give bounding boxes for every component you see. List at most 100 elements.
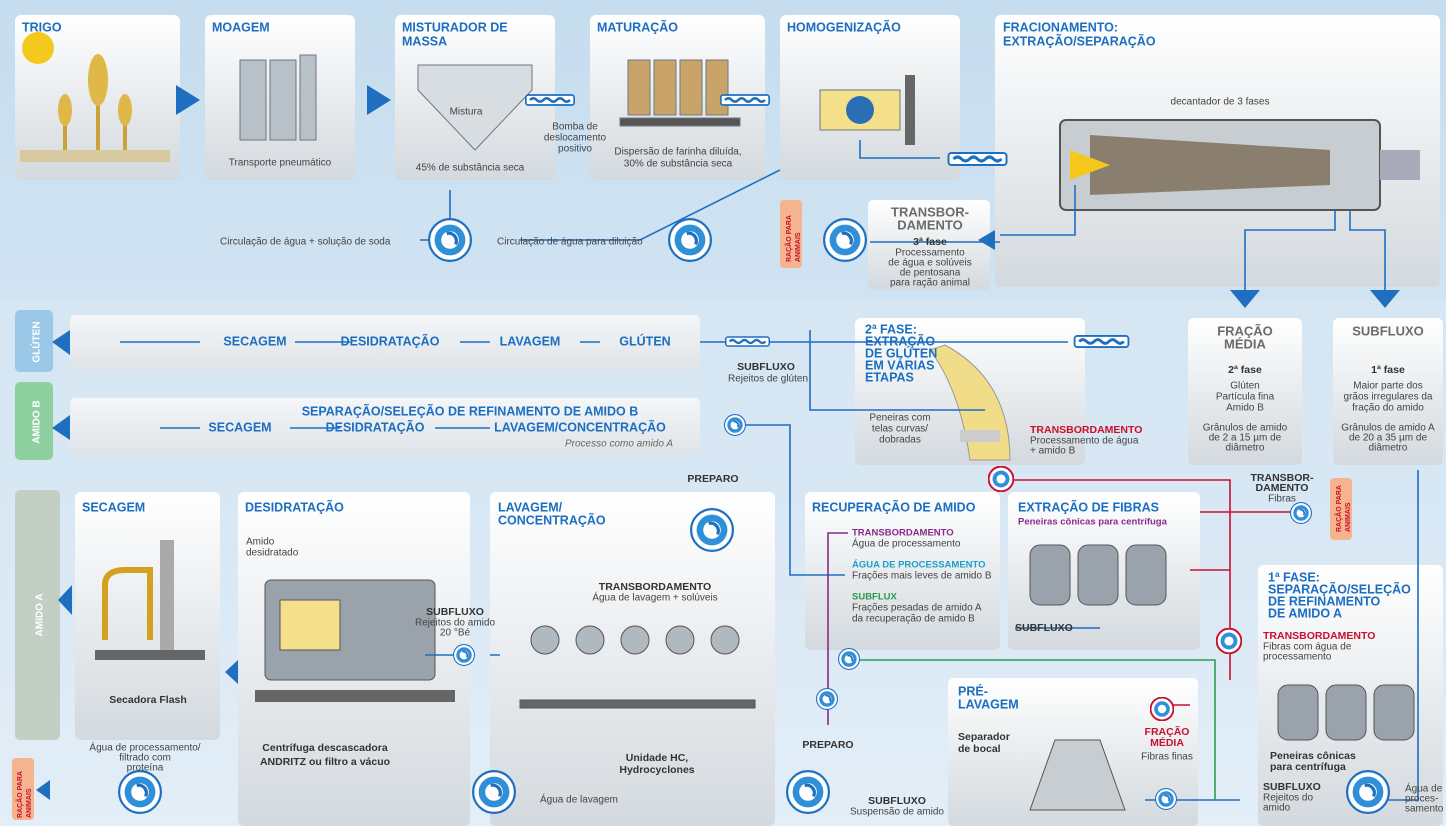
label: Peneiras com [869,413,930,424]
label: telas curvas/ [872,424,928,435]
label: SECAGEM [82,500,145,514]
flash-dryer [95,540,205,660]
hydrocyclones [519,625,756,709]
label: 30% de substância seca [624,159,733,170]
label: Rejeitos do [1263,793,1313,804]
label: positivo [558,144,592,155]
peeler-centrifuge [255,579,455,702]
label: Grânulos de amido A [1341,423,1435,434]
label: DAMENTO [1256,482,1309,494]
label: SUBFLUXO [1263,781,1321,793]
label: Peneiras cônicas [1270,750,1356,762]
label: de água e solúveis [888,258,971,269]
label: Grânulos de amido [1203,423,1288,434]
label: ÁGUA DE PROCESSAMENTO [852,560,986,571]
side-gluten [15,310,53,372]
silos [239,54,317,141]
box-washing [490,492,775,826]
label: da recuperação de amido B [852,614,975,625]
label: FRAÇÃO [1145,725,1190,738]
label: SUBFLUXO [868,795,926,807]
label: Maior parte dos [1353,381,1422,392]
label: Processo como amido A [565,439,673,450]
label: SUBFLUXO [426,606,484,618]
flows [36,85,1419,801]
pump [786,770,830,814]
label: DESIDRATAÇÃO [326,419,425,434]
bar-gluten [70,315,700,370]
label: ANDRITZ ou filtro a vácuo [260,756,390,768]
pump [1155,788,1177,810]
label: 1ª FASE: [1268,570,1320,584]
box-recovery [805,492,1000,650]
box-underflow [1333,318,1443,465]
label: TRANSBORDAMENTO [599,581,711,593]
pump [1346,770,1390,814]
homogenizer [819,75,915,145]
step-arrow [120,341,600,429]
label: HOMOGENIZAÇÃO [787,19,901,34]
pump [1150,697,1174,721]
label: SECAGEM [223,334,286,348]
wheat [88,54,108,106]
label: FRAÇÃO [1217,323,1273,338]
label: LAVAGEM/ [498,500,563,514]
label: 3ª fase [913,236,947,248]
label: Água de [1405,782,1443,795]
label: Frações pesadas de amido A [852,603,982,614]
label: dobradas [879,435,921,446]
pump [724,414,746,436]
label: DE REFINAMENTO [1268,594,1381,608]
label: Circulação de água + solução de soda [220,237,391,248]
label: ANIMAIS [1345,502,1352,532]
label: de 2 a 15 µm de [1209,433,1282,444]
label: Glúten [1230,381,1259,392]
label: FRACIONAMENTO: [1003,20,1118,34]
label: Unidade HC, [626,752,689,764]
label: de bocal [958,743,1001,755]
label: processamento [1263,652,1332,663]
label: MASSA [402,34,447,48]
label: Secadora Flash [109,694,187,706]
label: LAVAGEM [958,697,1019,711]
label: Processamento [895,248,965,259]
label: MATURAÇÃO [597,19,678,34]
label: Circulação de água para diluição [497,237,643,248]
label: LAVAGEM [500,334,561,348]
label: PREPARO [687,473,738,485]
label: deslocamento [544,133,607,144]
pipe [1072,335,1131,348]
label: RAÇÃO PARA [1334,485,1343,532]
label: 20 °Bé [440,628,471,639]
pump [453,644,475,666]
label: Separador [958,731,1010,743]
label: RECUPERAÇÃO DE AMIDO [812,499,976,514]
labels: TRIGO MOAGEM Transporte pneumático MISTURAD… [15,19,1444,818]
label: Suspensão de amido [850,807,944,818]
pump [988,466,1014,492]
label: MOAGEM [212,20,270,34]
label: de 20 a 35 µm de [1349,433,1427,444]
feed-tag [1330,478,1352,540]
label: GLÚTEN [30,321,43,362]
bar-amido-b [70,398,700,455]
label: ETAPAS [865,370,914,384]
box-third-phase [868,200,990,290]
label: proteína [127,763,164,774]
label: Frações mais leves de amido B [852,571,992,582]
label: DE GLÚTEN [865,345,937,360]
side-amido-a [15,490,60,740]
pump [1216,628,1242,654]
label: EXTRAÇÃO/SEPARAÇÃO [1003,33,1156,48]
wheat [58,94,72,126]
label: filtrado com [119,753,171,764]
label: Peneiras cônicas para centrífuga [1018,517,1168,528]
label: EXTRAÇÃO DE FIBRAS [1018,499,1159,514]
label: RAÇÃO PARA [15,771,24,818]
label: SUBFLUXO [737,361,795,373]
label: 2ª FASE: [865,322,917,336]
label: SEPARAÇÃO/SELEÇÃO DE REFINAMENTO DE AMID… [302,403,639,418]
pipe [725,335,770,348]
pump [1290,502,1312,524]
label: Transporte pneumático [229,158,332,169]
